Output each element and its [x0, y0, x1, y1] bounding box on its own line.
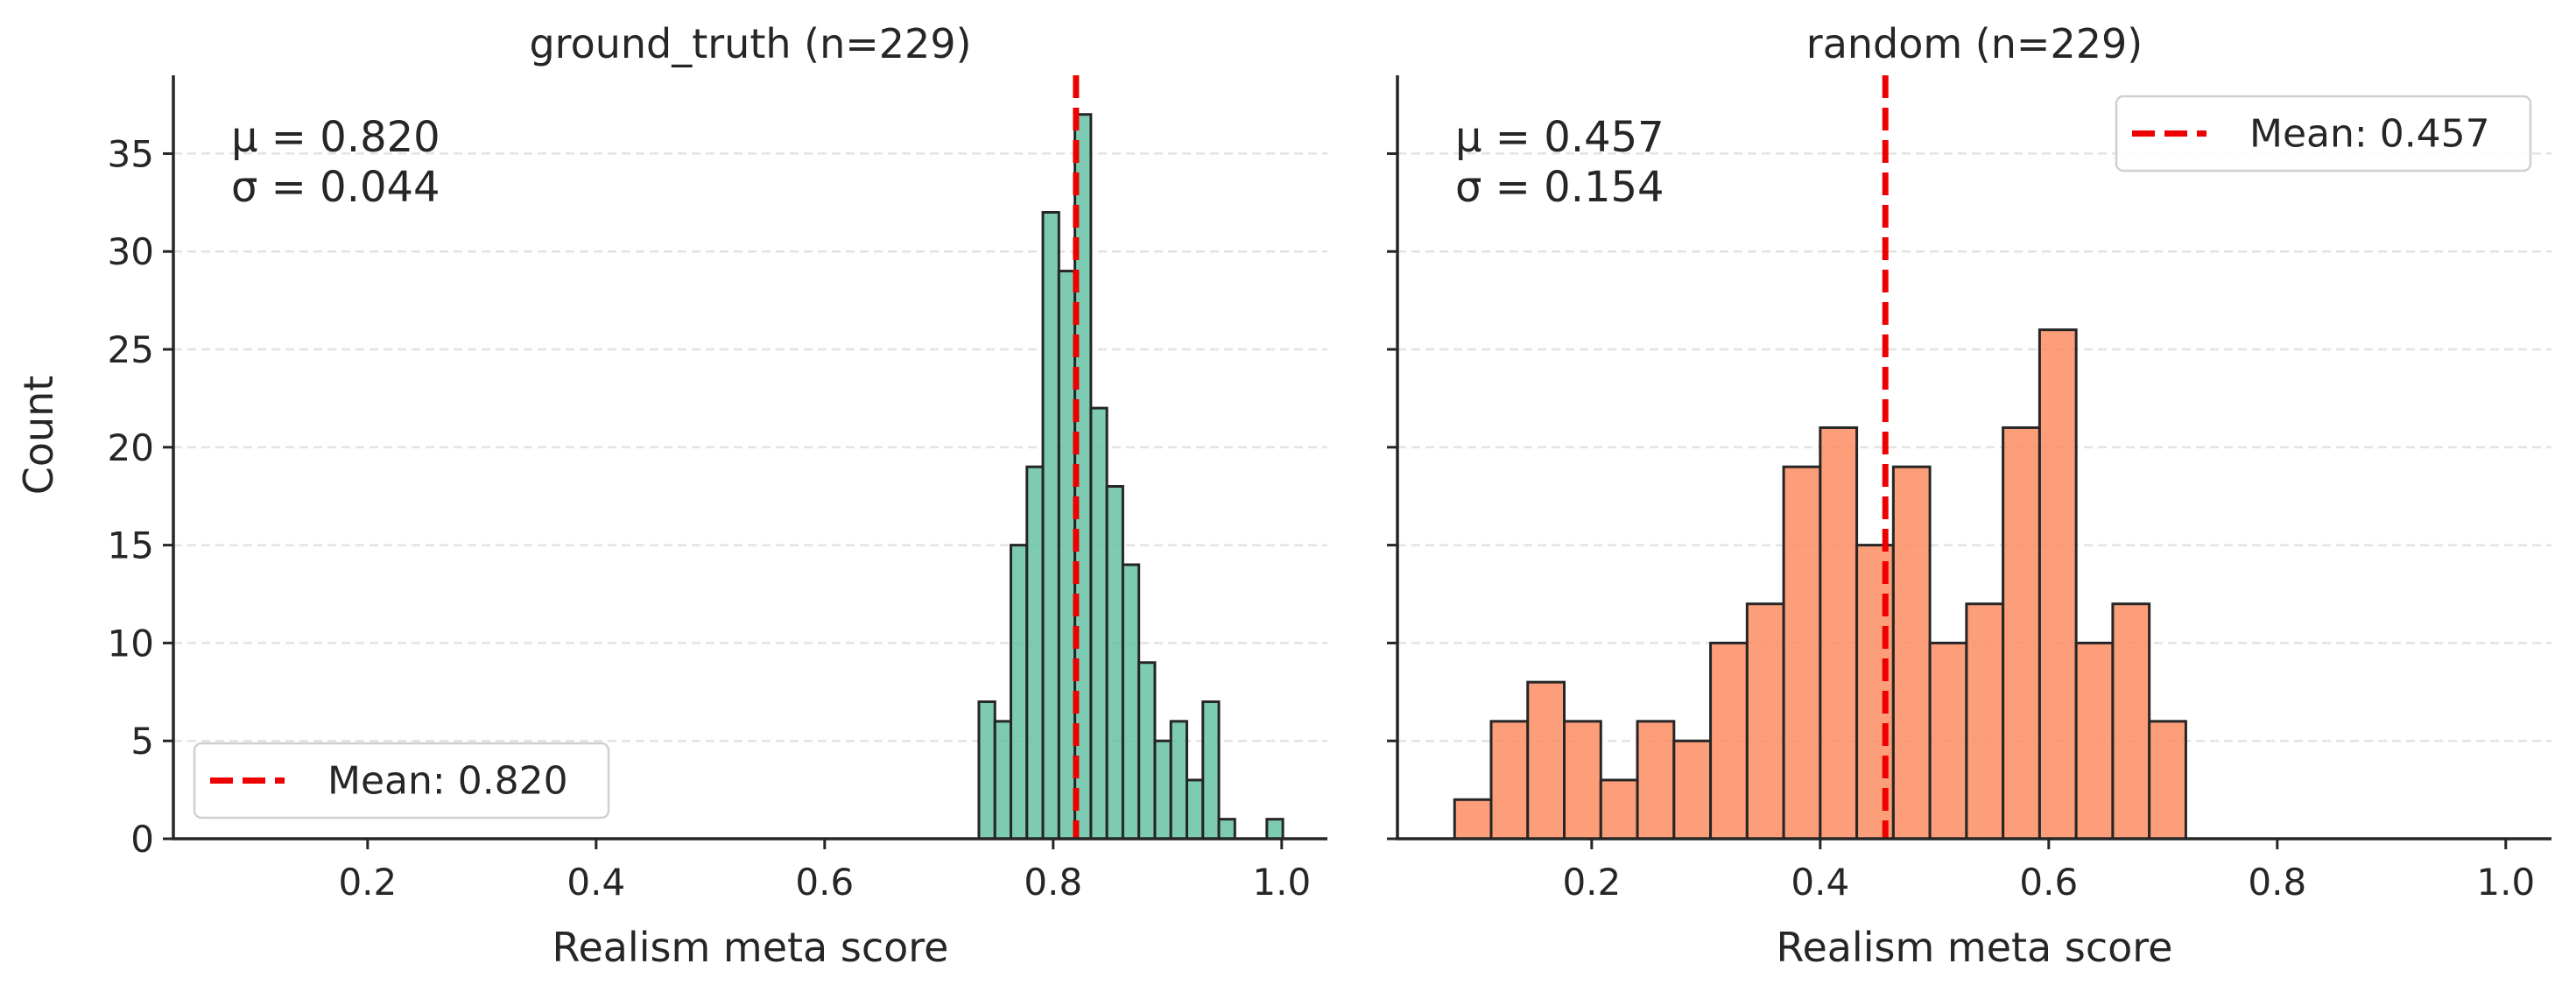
histogram-bar — [1672, 739, 1713, 841]
x-tick-label: 0.2 — [338, 861, 397, 904]
y-tick-label: 30 — [108, 230, 154, 273]
histogram-bar — [1599, 778, 1639, 841]
x-tick-label: 0.6 — [2019, 861, 2078, 904]
histogram-bar — [1010, 544, 1029, 841]
panel-title: random (n=229) — [1806, 20, 2143, 67]
histogram-bar — [2111, 602, 2151, 841]
x-tick-label: 0.6 — [795, 861, 854, 904]
stats-annotation: μ = 0.457 — [1455, 113, 1665, 162]
x-tick-label: 0.2 — [1562, 861, 1621, 904]
legend-box — [193, 742, 610, 820]
right-histogram-panel: 0.2 0.4 0.6 0.8 1.0 random (n=229) Realism met… — [1387, 20, 2551, 971]
histogram-bar — [1169, 720, 1188, 841]
x-axis-label: Realism meta score — [1777, 924, 2173, 971]
x-tick-label: 0.4 — [1791, 861, 1849, 904]
histogram-bar — [1105, 485, 1124, 841]
histogram-bar — [1265, 818, 1284, 841]
y-tick-label: 0 — [130, 818, 154, 861]
histogram-bar — [1965, 602, 2005, 841]
y-tick-label: 25 — [108, 328, 154, 371]
x-tick-label: 0.4 — [567, 861, 625, 904]
histogram-bar — [1185, 778, 1205, 841]
stats-annotation: σ = 0.154 — [1455, 163, 1665, 212]
stats-annotation: μ = 0.820 — [231, 113, 440, 162]
histogram-bar — [1563, 720, 1602, 841]
x-tick-label: 1.0 — [1252, 861, 1311, 904]
histogram-bar — [993, 720, 1013, 841]
legend-box — [2115, 95, 2532, 172]
histogram-bar — [1489, 720, 1530, 841]
histogram-bar — [977, 700, 996, 841]
histogram-bar — [1089, 406, 1109, 841]
histogram-bar — [1057, 270, 1077, 841]
y-tick-label: 20 — [108, 426, 154, 469]
histogram-bar — [2038, 328, 2078, 841]
histogram-bar — [1121, 563, 1141, 841]
histogram-bar — [1709, 641, 1749, 841]
stats-annotation: σ = 0.044 — [231, 163, 440, 212]
histogram-bar — [2074, 641, 2115, 841]
x-tick-label: 1.0 — [2476, 861, 2535, 904]
y-tick-label: 35 — [108, 132, 154, 175]
x-tick-label: 0.8 — [2248, 861, 2306, 904]
histogram-bar — [1025, 465, 1045, 841]
histogram-bar — [1137, 661, 1157, 841]
histogram-bar — [1928, 641, 1968, 841]
y-axis-label: Count — [15, 376, 62, 496]
histogram-bar — [1453, 798, 1493, 841]
legend-label: Mean: 0.820 — [327, 759, 568, 804]
y-tick-label: 5 — [130, 720, 154, 763]
histogram-bar — [1782, 465, 1822, 841]
histogram-bar — [1526, 680, 1566, 841]
y-tick-label: 10 — [108, 622, 154, 665]
histogram-bar — [1041, 211, 1060, 841]
histogram-bar — [1891, 465, 1932, 841]
x-axis-label: Realism meta score — [553, 924, 949, 971]
panel-title: ground_truth (n=229) — [529, 20, 971, 67]
histogram-bar — [1201, 700, 1221, 841]
histogram-bar — [1819, 426, 1859, 841]
y-tick-label: 15 — [108, 524, 154, 567]
x-tick-label: 0.8 — [1024, 861, 1082, 904]
histogram-bar — [1745, 602, 1785, 841]
histogram-bar — [1636, 720, 1676, 841]
histogram-bar — [2002, 426, 2041, 841]
histogram-bar — [2148, 720, 2187, 841]
legend-label: Mean: 0.457 — [2249, 112, 2490, 157]
histogram-bar — [1153, 739, 1172, 841]
histogram-bar — [1217, 818, 1236, 841]
left-histogram-panel: 0 5 10 15 20 25 30 35 0.2 0.4 0.6 0.8 1.0 ground_trut… — [108, 20, 1327, 971]
